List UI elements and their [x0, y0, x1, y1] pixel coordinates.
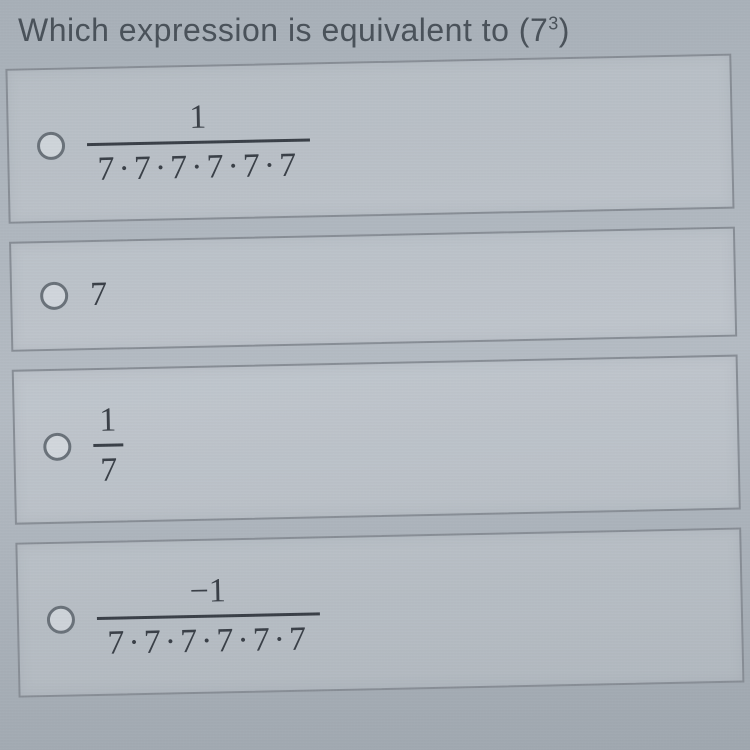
option-d-math: −1 7·7·7·7·7·7 — [96, 569, 320, 663]
numerator: 1 — [97, 400, 119, 444]
numerator: −1 — [179, 571, 236, 615]
option-a-math: 1 7·7·7·7·7·7 — [86, 95, 310, 189]
numerator: 1 — [179, 97, 217, 141]
fraction: −1 7·7·7·7·7·7 — [96, 569, 320, 663]
denominator: 7·7·7·7·7·7 — [87, 141, 310, 189]
option-a[interactable]: 1 7·7·7·7·7·7 — [5, 54, 734, 224]
radio-icon[interactable] — [40, 282, 69, 311]
denominator: 7·7·7·7·7·7 — [97, 615, 320, 663]
option-d[interactable]: −1 7·7·7·7·7·7 — [15, 528, 744, 698]
denominator: 7 — [98, 447, 120, 491]
radio-icon[interactable] — [37, 131, 66, 160]
fraction: 1 7 — [92, 400, 124, 490]
option-c[interactable]: 1 7 — [12, 355, 741, 525]
option-b-math: 7 — [90, 276, 108, 314]
question-suffix: ) — [559, 12, 570, 48]
question-exponent: 3 — [548, 13, 559, 33]
radio-icon[interactable] — [43, 432, 72, 461]
fraction: 1 7·7·7·7·7·7 — [86, 95, 310, 189]
option-c-math: 1 7 — [92, 400, 124, 490]
radio-icon[interactable] — [47, 605, 76, 634]
question-prefix: Which expression is equivalent to (7 — [18, 12, 548, 48]
option-b[interactable]: 7 — [9, 227, 737, 352]
options-container: 1 7·7·7·7·7·7 7 1 7 −1 7·7·7·7·7·7 — [0, 53, 750, 698]
